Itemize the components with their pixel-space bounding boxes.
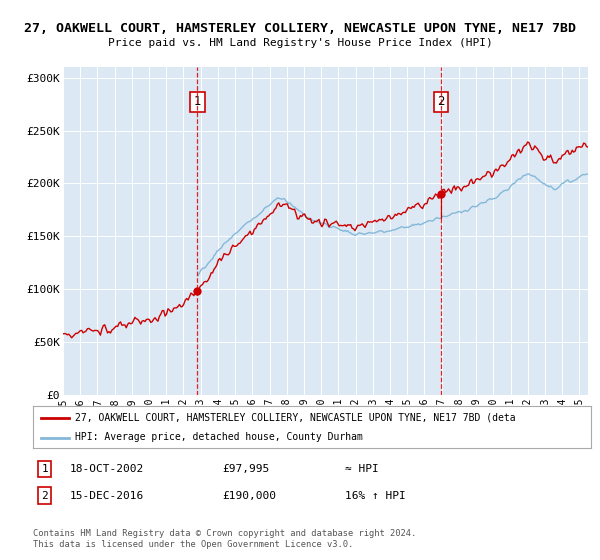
Text: 15-DEC-2016: 15-DEC-2016 (69, 491, 143, 501)
Text: £97,995: £97,995 (223, 464, 270, 474)
Text: 27, OAKWELL COURT, HAMSTERLEY COLLIERY, NEWCASTLE UPON TYNE, NE17 7BD: 27, OAKWELL COURT, HAMSTERLEY COLLIERY, … (24, 22, 576, 35)
Text: 27, OAKWELL COURT, HAMSTERLEY COLLIERY, NEWCASTLE UPON TYNE, NE17 7BD (deta: 27, OAKWELL COURT, HAMSTERLEY COLLIERY, … (75, 413, 515, 423)
Text: 2: 2 (41, 491, 48, 501)
Text: 1: 1 (41, 464, 48, 474)
Text: ≈ HPI: ≈ HPI (346, 464, 379, 474)
Text: Contains HM Land Registry data © Crown copyright and database right 2024.
This d: Contains HM Land Registry data © Crown c… (33, 529, 416, 549)
Text: HPI: Average price, detached house, County Durham: HPI: Average price, detached house, Coun… (75, 432, 363, 442)
Text: Price paid vs. HM Land Registry's House Price Index (HPI): Price paid vs. HM Land Registry's House … (107, 38, 493, 48)
Text: £190,000: £190,000 (223, 491, 277, 501)
Text: 2: 2 (437, 95, 445, 108)
Text: 1: 1 (194, 95, 201, 108)
Text: 16% ↑ HPI: 16% ↑ HPI (346, 491, 406, 501)
Text: 18-OCT-2002: 18-OCT-2002 (69, 464, 143, 474)
